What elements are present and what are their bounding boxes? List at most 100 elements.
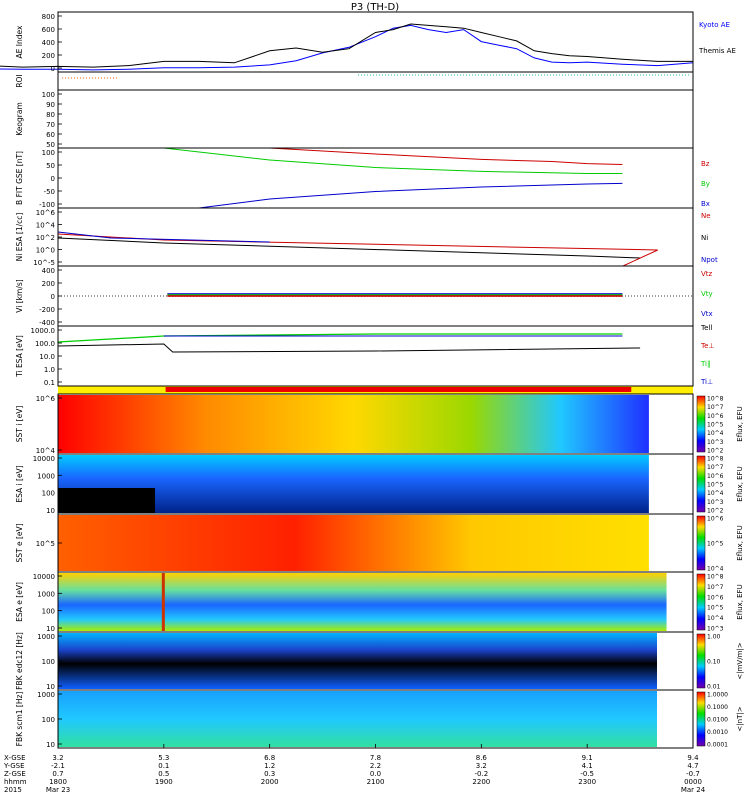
ztick-fbk_b: 0.0010 xyxy=(707,729,728,736)
spectrogram-esa-electrons xyxy=(58,573,667,631)
colorbar-esa_i xyxy=(696,455,706,513)
ytick-ni: 10^0 xyxy=(36,247,55,255)
legend-npot: Npot xyxy=(701,256,718,264)
zlabel-fbk_e: <|mV/m|> xyxy=(736,642,744,679)
ytick-vi: -400 xyxy=(39,319,55,327)
colorbar-esa_e xyxy=(696,573,706,631)
xtick-label: 2300 xyxy=(578,778,596,786)
ytick-ni: 10^6 xyxy=(36,209,56,217)
xtick-label: -2.1 xyxy=(51,762,65,770)
series-line-bx xyxy=(199,182,623,209)
xtick-label: 6.8 xyxy=(264,754,275,762)
spectrogram-sst-electrons xyxy=(58,515,649,571)
legend-kyoto-ae: Kyoto AE xyxy=(699,21,730,29)
ytick-vi: -200 xyxy=(39,306,55,314)
ytick-fbk_e: 100 xyxy=(42,658,55,666)
legend-by: By xyxy=(701,180,710,188)
series-line-kyoto-ae xyxy=(0,24,694,71)
xtick-label: 0000 xyxy=(684,778,702,786)
panel-frame-roi xyxy=(57,71,694,91)
ylabel-ti: Ti ESA [eV] xyxy=(15,335,24,378)
x-row-label: hhmm xyxy=(4,778,27,786)
panel-frame-ti xyxy=(57,325,694,387)
xtick-label: 3.2 xyxy=(476,762,487,770)
series-line-by xyxy=(163,147,623,174)
xtick-label: 5.3 xyxy=(158,754,169,762)
series-line-bz xyxy=(269,147,623,165)
xtick-label: 7.8 xyxy=(370,754,381,762)
ztick-esa_i: 10^5 xyxy=(707,482,724,489)
x-row-label: X-GSE xyxy=(4,754,26,762)
ztick-sst_i: 10^3 xyxy=(707,439,724,446)
spectrogram-esa-ions xyxy=(58,455,649,513)
ytick-esa_i: 1000 xyxy=(37,472,55,480)
ti-para-trace xyxy=(57,333,623,343)
ylabel-fbk_b: FBK scm1 [Hz] xyxy=(15,692,24,747)
npot-trace xyxy=(57,231,270,243)
xtick-label: 2100 xyxy=(367,778,385,786)
ytick-ti: 1000.0 xyxy=(31,327,56,335)
ztick-fbk_e: 1.00 xyxy=(707,634,721,641)
xtick-label: 9.1 xyxy=(582,754,593,762)
xtick-label: 2200 xyxy=(472,778,490,786)
ylabel-ni: Ni ESA [1/cc] xyxy=(15,213,24,262)
zlabel-sst_i: Eflux, EFU xyxy=(736,406,744,441)
ytick-ae: 400 xyxy=(42,39,55,47)
legend-ti: Ti‖ xyxy=(700,360,711,368)
ytick-ti: 10.0 xyxy=(39,353,55,361)
ytick-ti: 0.1 xyxy=(44,379,55,387)
panel-frame-bfit xyxy=(57,147,694,209)
ytick-sst_i: 10^4 xyxy=(36,447,56,455)
xtick-label: 0.5 xyxy=(158,770,169,778)
ytick-keogram: 60 xyxy=(46,131,55,139)
ztick-esa_e: 10^7 xyxy=(707,584,724,591)
ytick-esa_i: 10000 xyxy=(33,455,55,463)
ytick-ae: 800 xyxy=(42,13,55,21)
legend-ni: Ni xyxy=(701,234,708,242)
ztick-sst_i: 10^4 xyxy=(707,430,724,437)
ylabel-bfit: B FIT GSE [nT] xyxy=(15,151,24,205)
ztick-sst_e: 10^5 xyxy=(707,541,724,548)
x-row-label: 2015 xyxy=(4,786,22,794)
ytick-fbk_b: 100 xyxy=(42,716,55,724)
tell-trace xyxy=(57,343,641,353)
zlabel-fbk_b: <|nT|> xyxy=(736,706,744,731)
ytick-fbk_e: 1000 xyxy=(37,633,55,641)
ytick-bfit: -50 xyxy=(44,188,55,196)
xtick-label: 4.7 xyxy=(687,762,698,770)
ytick-keogram: 90 xyxy=(46,101,55,109)
xtick-label: 3.2 xyxy=(52,754,63,762)
xtick-label: 4.1 xyxy=(582,762,593,770)
xtick-label: 0.1 xyxy=(158,762,169,770)
xtick-label: -0.7 xyxy=(686,770,700,778)
ztick-fbk_e: 0.10 xyxy=(707,659,721,666)
ztick-sst_e: 10^6 xyxy=(707,516,724,523)
ytick-ae: 0 xyxy=(51,65,55,73)
ztick-esa_i: 10^3 xyxy=(707,499,724,506)
ytick-esa_i: 10 xyxy=(46,507,55,515)
spectrogram-sst-ions xyxy=(58,395,649,453)
ztick-esa_e: 10^8 xyxy=(707,574,724,581)
ytick-ti: 100.0 xyxy=(35,340,55,348)
ytick-fbk_b: 10 xyxy=(46,741,55,749)
ztick-esa_e: 10^4 xyxy=(707,615,724,622)
ylabel-sst_e: SST e [eV] xyxy=(15,523,24,562)
ni-trace xyxy=(57,237,641,259)
ytick-vi: 400 xyxy=(42,267,55,275)
ylabel-ae: AE Index xyxy=(15,25,24,58)
colorbar-fbk_b xyxy=(696,691,706,747)
x-row-label: Z-GSE xyxy=(4,770,26,778)
ztick-esa_e: 10^6 xyxy=(707,594,724,601)
xtick-label: -0.5 xyxy=(580,770,594,778)
ytick-bfit: 100 xyxy=(42,149,55,157)
legend-bz: Bz xyxy=(701,160,710,168)
xtick-label: 1.2 xyxy=(264,762,275,770)
xtick-label: 8.6 xyxy=(476,754,488,762)
xtick-label: 2000 xyxy=(261,778,279,786)
ztick-fbk_b: 1.0000 xyxy=(707,692,728,699)
ytick-bfit: 0 xyxy=(51,175,55,183)
legend-ne: Ne xyxy=(701,212,711,220)
ytick-bfit: -100 xyxy=(39,201,55,209)
ztick-sst_i: 10^2 xyxy=(707,448,724,455)
